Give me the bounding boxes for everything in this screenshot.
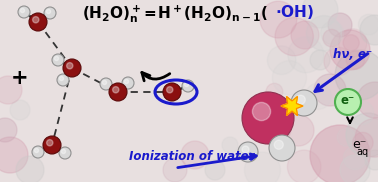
Circle shape [34, 148, 39, 153]
Circle shape [29, 13, 47, 31]
Circle shape [357, 82, 378, 118]
Circle shape [310, 50, 330, 70]
Circle shape [0, 118, 17, 142]
Circle shape [353, 132, 373, 153]
Circle shape [57, 74, 69, 86]
Circle shape [163, 158, 187, 182]
Circle shape [242, 146, 249, 153]
Circle shape [323, 29, 341, 47]
Circle shape [163, 83, 181, 101]
Circle shape [44, 7, 56, 19]
Circle shape [330, 30, 370, 70]
Circle shape [324, 47, 352, 76]
Circle shape [54, 56, 59, 61]
Circle shape [59, 147, 71, 159]
Polygon shape [281, 96, 303, 116]
Circle shape [302, 0, 338, 28]
Circle shape [314, 74, 346, 106]
Circle shape [16, 156, 44, 182]
Circle shape [266, 83, 283, 100]
Circle shape [124, 79, 129, 84]
Circle shape [59, 76, 64, 81]
Circle shape [328, 13, 352, 37]
Circle shape [46, 140, 53, 146]
Circle shape [67, 63, 73, 69]
Circle shape [113, 87, 119, 93]
Circle shape [355, 119, 378, 157]
Text: aq: aq [356, 147, 368, 157]
Circle shape [109, 83, 127, 101]
Circle shape [360, 15, 378, 45]
Circle shape [338, 29, 367, 57]
Circle shape [122, 77, 134, 89]
Circle shape [260, 1, 297, 38]
Circle shape [321, 21, 344, 45]
Circle shape [273, 61, 307, 95]
Circle shape [365, 150, 378, 170]
Circle shape [346, 51, 364, 70]
Circle shape [0, 137, 28, 173]
Circle shape [63, 59, 81, 77]
Circle shape [275, 17, 313, 56]
Circle shape [310, 125, 370, 182]
Circle shape [10, 100, 30, 120]
Text: $\mathbf{(H_2O)_n^+\! =\! H^+(H_2O)_{n-1}(}$: $\mathbf{(H_2O)_n^+\! =\! H^+(H_2O)_{n-1… [82, 3, 268, 25]
Circle shape [182, 80, 194, 92]
Text: Ionization of water: Ionization of water [129, 150, 255, 163]
Circle shape [52, 54, 64, 66]
Text: hν, e⁻: hν, e⁻ [333, 48, 372, 61]
Circle shape [18, 6, 30, 18]
Circle shape [346, 113, 378, 157]
Circle shape [222, 137, 238, 153]
Circle shape [340, 155, 370, 182]
Circle shape [0, 76, 22, 104]
Circle shape [307, 16, 342, 51]
Circle shape [291, 90, 317, 116]
Circle shape [358, 14, 378, 35]
Circle shape [305, 83, 332, 109]
Circle shape [205, 160, 225, 180]
Circle shape [238, 142, 258, 162]
Circle shape [335, 50, 378, 100]
Circle shape [291, 21, 319, 49]
Circle shape [343, 35, 359, 51]
Circle shape [296, 95, 305, 104]
Circle shape [257, 110, 291, 145]
Text: e⁻: e⁻ [352, 138, 366, 151]
Circle shape [267, 46, 296, 74]
Circle shape [274, 140, 283, 149]
Circle shape [46, 9, 51, 14]
Circle shape [43, 136, 61, 154]
Circle shape [100, 78, 112, 90]
Circle shape [288, 37, 324, 73]
Circle shape [337, 128, 355, 146]
Circle shape [283, 115, 314, 146]
Circle shape [33, 17, 39, 23]
Circle shape [181, 141, 209, 169]
Circle shape [344, 146, 367, 170]
Circle shape [102, 80, 107, 85]
Circle shape [32, 146, 44, 158]
Text: +: + [11, 68, 29, 88]
Text: $\mathbf{\cdot OH)}$: $\mathbf{\cdot OH)}$ [276, 3, 314, 21]
Circle shape [61, 149, 66, 154]
Circle shape [253, 102, 271, 121]
Circle shape [167, 87, 173, 93]
Circle shape [20, 8, 25, 13]
Circle shape [350, 101, 374, 125]
Circle shape [184, 82, 189, 87]
Circle shape [245, 152, 280, 182]
Circle shape [242, 92, 294, 144]
Circle shape [287, 150, 321, 182]
Circle shape [269, 135, 295, 161]
Circle shape [252, 103, 276, 127]
Text: e⁻: e⁻ [341, 94, 355, 108]
Circle shape [335, 89, 361, 115]
